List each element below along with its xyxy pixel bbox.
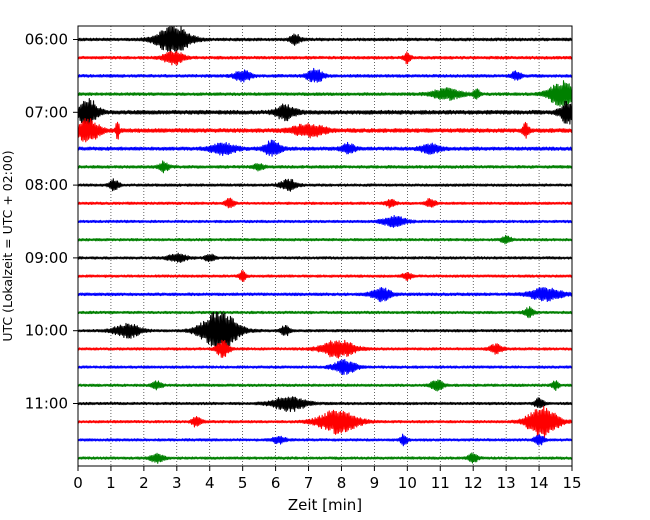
y-tick-label: 09:00	[25, 249, 68, 267]
trace-0600	[77, 25, 573, 55]
x-tick-label: 4	[205, 474, 215, 492]
y-tick-label: 10:00	[25, 322, 68, 340]
grid-lines	[110, 26, 540, 466]
x-axis-ticks: 0 1 2 3 4 5 6 7 8 9 10 11 12 13 14 15	[73, 466, 582, 492]
y-tick-label: 11:00	[25, 395, 68, 413]
trace-0745	[77, 160, 573, 174]
trace-0730	[77, 139, 573, 157]
x-tick-label: 9	[370, 474, 380, 492]
trace-0815	[77, 197, 573, 209]
x-tick-label: 10	[398, 474, 417, 492]
x-tick-label: 8	[337, 474, 347, 492]
trace-1130	[77, 433, 573, 447]
x-tick-label: 14	[530, 474, 549, 492]
trace-0645	[77, 80, 573, 107]
x-tick-label: 7	[304, 474, 314, 492]
x-tick-label: 12	[464, 474, 483, 492]
trace-1100	[77, 396, 573, 413]
trace-0945	[77, 306, 573, 319]
x-tick-label: 15	[562, 474, 581, 492]
trace-0830	[77, 215, 573, 228]
x-tick-label: 3	[172, 474, 182, 492]
trace-0845	[77, 234, 573, 245]
trace-1030	[77, 359, 573, 376]
y-tick-label: 06:00	[25, 31, 68, 49]
trace-0715	[77, 118, 573, 143]
trace-0900	[77, 252, 573, 263]
trace-0930	[77, 287, 573, 303]
x-tick-label: 5	[238, 474, 248, 492]
x-axis-title: Zeit [min]	[288, 496, 362, 514]
trace-1145	[77, 452, 573, 464]
y-tick-label: 08:00	[25, 176, 68, 194]
x-tick-label: 2	[139, 474, 149, 492]
trace-0630	[77, 67, 573, 83]
x-tick-label: 1	[106, 474, 116, 492]
x-tick-label: 0	[73, 474, 83, 492]
trace-1115	[77, 405, 573, 439]
y-axis-ticks: 06:00 07:00 08:00 09:00 10:00 11:00	[25, 31, 78, 413]
plot-frame	[77, 25, 573, 467]
x-tick-label: 11	[431, 474, 450, 492]
trace-1000	[77, 311, 573, 352]
trace-0915	[77, 270, 573, 283]
trace-0800	[77, 178, 573, 192]
trace-1015	[77, 339, 573, 359]
seismogram-traces	[77, 25, 573, 464]
trace-0700	[77, 98, 573, 127]
y-tick-label: 07:00	[25, 103, 68, 121]
x-tick-label: 13	[497, 474, 516, 492]
trace-0615	[77, 50, 573, 66]
y-axis-title: UTC (Lokalzeit = UTC + 02:00)	[0, 150, 15, 341]
x-tick-label: 6	[271, 474, 281, 492]
trace-1045	[77, 379, 573, 392]
